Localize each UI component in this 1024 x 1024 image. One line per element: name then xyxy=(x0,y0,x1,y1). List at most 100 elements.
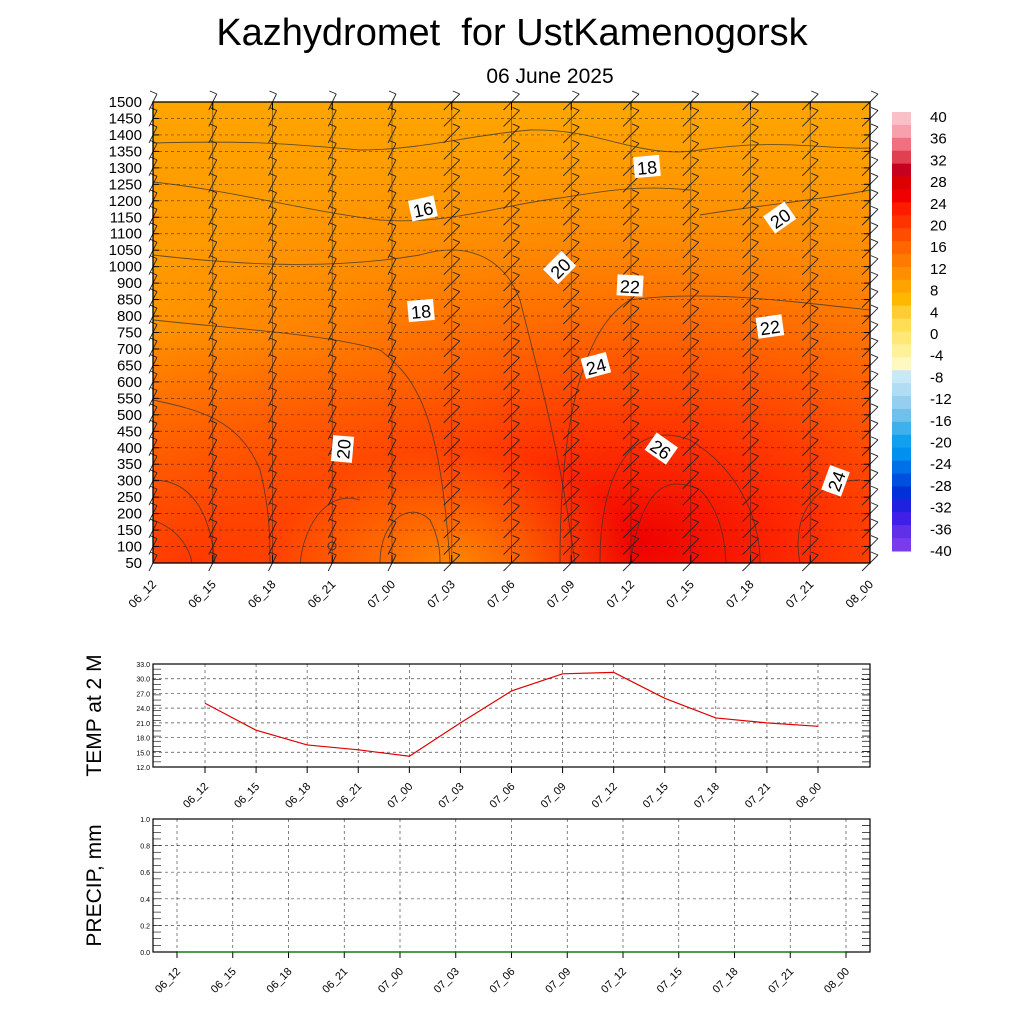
wind-barb-flag xyxy=(269,123,277,128)
wind-barb-flag xyxy=(751,255,759,260)
chart-subtitle: 06 June 2025 xyxy=(486,65,614,88)
wind-barb-flag xyxy=(751,172,759,177)
wind-barb-flag xyxy=(572,90,580,95)
precip-panel: 1.0 0.8 0.6 0.4 0.2 0.0 06_12 06_15 06_18 06_21 07… xyxy=(83,817,871,996)
wind-barb-flag xyxy=(269,222,277,227)
wind-barb-flag xyxy=(388,502,397,507)
wind-barb-flag xyxy=(388,370,397,375)
contour-label-box xyxy=(543,251,577,285)
wind-barb-flag xyxy=(329,271,337,276)
wind-barb-flag xyxy=(209,518,217,523)
wind-barb-flag xyxy=(512,535,520,539)
wind-barb-flag xyxy=(512,222,520,227)
colorbar-swatch xyxy=(892,266,911,281)
wind-barb-flag xyxy=(870,502,879,507)
wind-barb-flag xyxy=(452,90,460,95)
wind-barb-flag xyxy=(631,255,640,260)
colorbar-label: 28 xyxy=(930,174,947,191)
contour-label: 24 xyxy=(821,465,850,497)
wind-barb-flag xyxy=(512,139,520,144)
contour-line xyxy=(152,399,271,564)
wind-barb-flag xyxy=(329,518,337,523)
wind-barb-flag xyxy=(209,551,217,556)
x-tick-label: 07_12 xyxy=(590,781,620,811)
wind-barb-flag xyxy=(691,436,699,441)
x-tick-label: 07_09 xyxy=(543,966,573,996)
colorbar-swatch xyxy=(892,176,911,190)
y-tick-label: 1450 xyxy=(109,110,142,127)
wind-barb-flag xyxy=(388,288,397,292)
wind-barb-flag xyxy=(269,535,277,539)
wind-barb-flag xyxy=(751,469,759,474)
panel-frame xyxy=(152,663,871,768)
wind-barb-flag xyxy=(811,485,819,490)
wind-barb-flag xyxy=(751,337,759,342)
wind-barb-flag xyxy=(209,386,217,391)
x-tick-label: 08_00 xyxy=(794,781,824,811)
wind-barb-flag xyxy=(572,156,580,161)
wind-barb-flag xyxy=(870,321,879,325)
wind-barb-flag xyxy=(452,452,460,457)
wind-barb-flag xyxy=(209,485,217,490)
wind-barb-flag xyxy=(388,403,397,408)
wind-barb-flag xyxy=(751,271,759,276)
contour-line xyxy=(152,129,871,153)
wind-barb-flag xyxy=(572,304,580,309)
wind-barb-flag xyxy=(388,139,397,144)
wind-barb-flag xyxy=(512,386,520,391)
wind-barb-flag xyxy=(452,139,460,144)
wind-barb-flag xyxy=(751,156,759,161)
wind-barb-flag xyxy=(811,452,819,457)
wind-barb-flag xyxy=(269,551,277,556)
wind-barb-flag xyxy=(751,189,759,194)
wind-barb-flag xyxy=(572,255,580,260)
wind-barb-flag xyxy=(209,469,217,474)
wind-barb-flag xyxy=(572,123,580,128)
wind-barb-flag xyxy=(329,535,337,539)
wind-barb-flag xyxy=(691,403,699,408)
wind-barb-flag xyxy=(631,452,640,457)
x-tick-label: 07_18 xyxy=(692,781,722,811)
wind-barb-flag xyxy=(388,271,397,276)
wind-barb-flag xyxy=(269,452,277,457)
wind-barb-flag xyxy=(269,139,277,144)
wind-barb-flag xyxy=(329,172,337,177)
wind-barb-flag xyxy=(388,123,397,128)
wind-barb-flag xyxy=(811,156,819,161)
wind-barb-flag xyxy=(811,518,819,523)
wind-barb-flag xyxy=(572,288,580,292)
wind-barb-flag xyxy=(329,156,337,161)
wind-barb-flag xyxy=(329,403,337,408)
colorbar: 4036322824201612840-4-8-12-16-20-24-28-3… xyxy=(892,109,952,560)
x-tick-label: 07_03 xyxy=(432,966,462,996)
wind-barb-flag xyxy=(452,222,460,227)
wind-barb-flag xyxy=(209,156,217,161)
wind-barb-flag xyxy=(269,205,277,210)
contour-label-box xyxy=(821,465,850,497)
wind-barb-flag xyxy=(870,354,879,358)
colorbar-swatch xyxy=(892,408,911,423)
contour-label-text: 20 xyxy=(333,438,355,460)
x-tick-label: 07_09 xyxy=(539,781,569,811)
wind-barb-flag xyxy=(811,354,819,358)
colorbar-label: 36 xyxy=(930,131,947,148)
wind-barb-flag xyxy=(329,123,337,128)
contour-label: 20 xyxy=(330,435,355,463)
wind-barb-flag xyxy=(329,502,337,507)
colorbar-swatch xyxy=(892,512,911,526)
wind-barb-flag xyxy=(512,403,520,408)
y-tick-label: 900 xyxy=(117,275,142,292)
wind-barb-flag xyxy=(691,452,699,457)
wind-barb-flag xyxy=(452,469,460,474)
wind-barb-flag xyxy=(870,337,879,342)
wind-barb-flag xyxy=(691,255,699,260)
wind-barb-flag xyxy=(870,123,879,128)
x-tick-label: 07_00 xyxy=(376,966,406,996)
x-tick-label: 07_21 xyxy=(783,577,817,611)
x-tick-label: 06_15 xyxy=(185,577,219,611)
contour-line xyxy=(599,434,761,564)
wind-barb-flag xyxy=(452,172,460,177)
colorbar-swatch xyxy=(892,421,911,436)
wind-barb-flag xyxy=(269,436,277,441)
wind-barb-flag xyxy=(209,452,217,457)
